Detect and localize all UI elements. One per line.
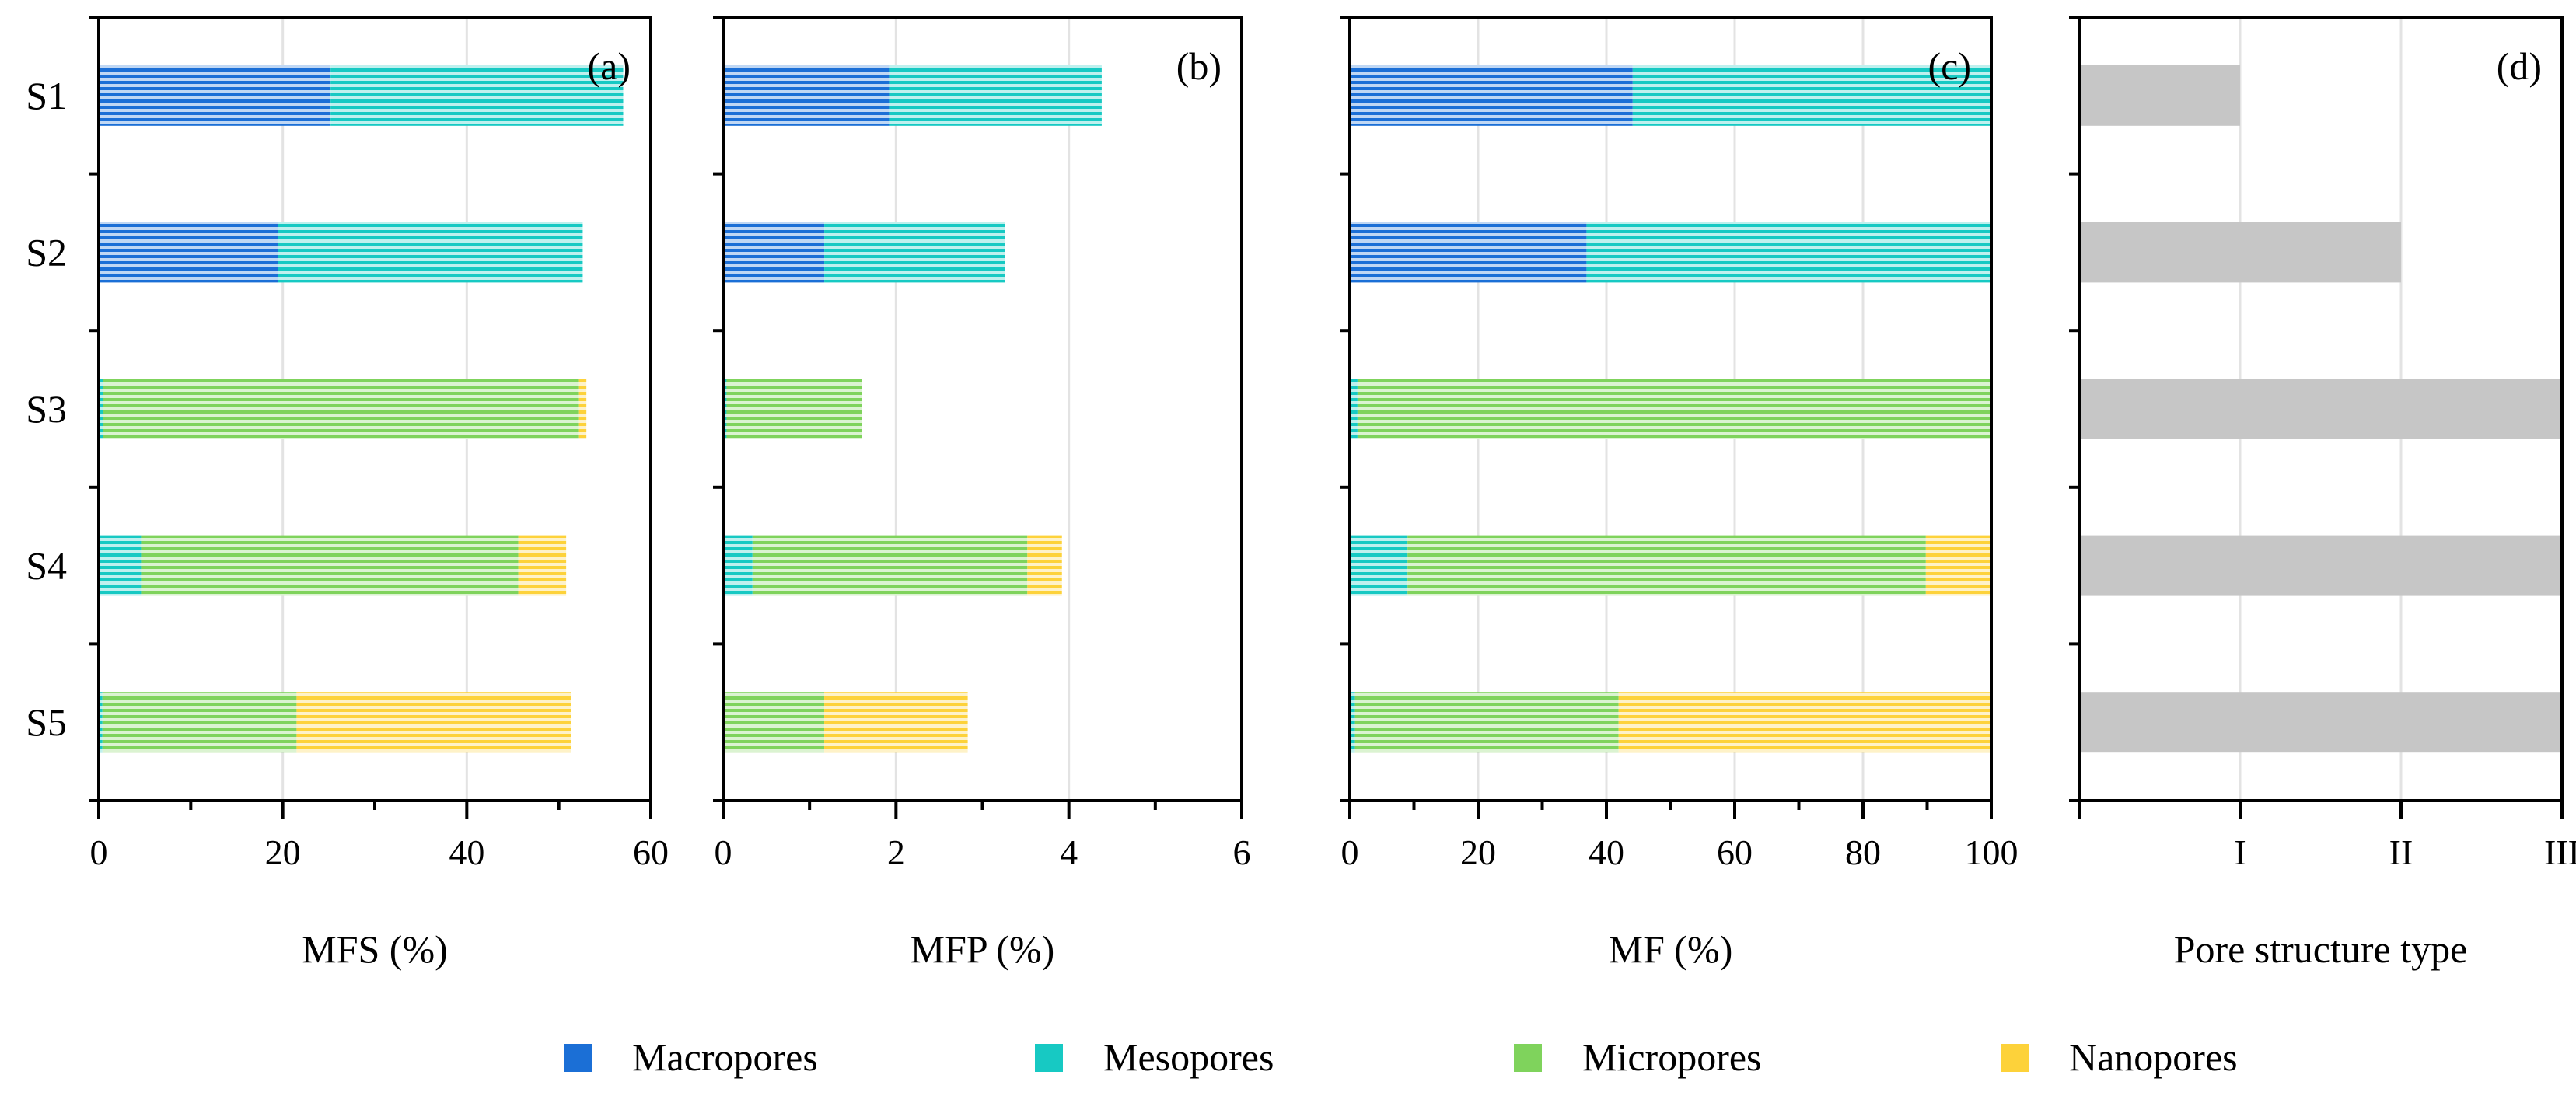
bar-s5-micropores	[102, 692, 297, 753]
bar-s1-mesopores	[889, 65, 1102, 126]
category-axis-labels: S1 S2 S3 S4 S5	[26, 74, 67, 744]
x-tick-label: 4	[1060, 832, 1078, 872]
bar-s2-pore-type	[2079, 222, 2401, 283]
chart-panel-c: 0 20 40 60 80 100 MF (%) (c)	[1340, 16, 2019, 971]
x-tick-label: 60	[1717, 832, 1753, 872]
panel-label: (a)	[588, 44, 631, 88]
panel-label: (d)	[2497, 44, 2542, 88]
bar-s4-mesopores	[1350, 535, 1408, 596]
bar-s4-micropores	[752, 535, 1028, 596]
x-axis-title: Pore structure type	[2174, 927, 2468, 971]
bar-s5-mesopores	[1350, 692, 1355, 753]
legend-swatch	[564, 1044, 592, 1072]
bar-s4-micropores	[141, 535, 519, 596]
legend-item-macropores: Macropores	[564, 1035, 818, 1079]
x-tick-label: 40	[449, 832, 484, 872]
bar-s3-micropores	[103, 379, 579, 439]
legend-swatch	[1514, 1044, 1542, 1072]
category-label-s3: S3	[26, 387, 67, 431]
bar-s5-nanopores	[296, 692, 571, 753]
x-axis-title: MFS (%)	[302, 927, 448, 971]
bar-s3-mesopores	[723, 379, 727, 439]
x-tick-label: 6	[1233, 832, 1251, 872]
bar-s4-nanopores	[1925, 535, 1991, 596]
category-label-s4: S4	[26, 544, 67, 588]
bar-s4-mesopores	[99, 535, 142, 596]
x-axis-title: MFP (%)	[911, 927, 1055, 971]
legend-item-nanopores: Nanopores	[2001, 1035, 2238, 1079]
chart-panel-a: 0 20 40 60 MFS (%) (a)	[89, 16, 669, 971]
bar-s2-macropores	[723, 222, 825, 283]
bar-s4-nanopores	[518, 535, 567, 596]
bar-s5-mesopores	[99, 692, 103, 753]
legend-label: Micropores	[1582, 1035, 1762, 1079]
bar-s4-mesopores	[723, 535, 753, 596]
bar-s2-mesopores	[824, 222, 1005, 283]
bar-s2-macropores	[99, 222, 278, 283]
bar-s3-mesopores	[1350, 379, 1358, 439]
bar-s1-macropores	[1350, 65, 1633, 126]
bar-s3-mesopores	[99, 379, 103, 439]
x-axis-title: MF (%)	[1609, 927, 1733, 971]
bar-s3-pore-type	[2079, 379, 2562, 439]
legend-label: Mesopores	[1103, 1035, 1274, 1079]
bar-s3-nanopores	[578, 379, 587, 439]
legend-label: Nanopores	[2069, 1035, 2238, 1079]
bar-s1-pore-type	[2079, 65, 2240, 126]
bar-s5-pore-type	[2079, 692, 2562, 753]
bar-s3-micropores	[1357, 379, 1991, 439]
legend-swatch	[2001, 1044, 2029, 1072]
plot-frame	[2078, 16, 2564, 802]
x-tick-label: 60	[633, 832, 669, 872]
x-tick-label: 100	[1965, 832, 2019, 872]
panel-label: (b)	[1176, 44, 1222, 88]
x-tick-label: 0	[715, 832, 732, 872]
legend-item-mesopores: Mesopores	[1035, 1035, 1274, 1079]
bar-s2-mesopores	[278, 222, 583, 283]
legend-item-micropores: Micropores	[1514, 1035, 1762, 1079]
x-tick-label: II	[2389, 832, 2413, 872]
x-tick-label: I	[2234, 832, 2246, 872]
legend-swatch	[1035, 1044, 1063, 1072]
panel-label: (c)	[1928, 44, 1972, 88]
bar-s5-micropores	[725, 692, 825, 753]
category-label-s1: S1	[26, 74, 67, 117]
bar-s2-macropores	[1350, 222, 1587, 283]
bar-s1-mesopores	[1632, 65, 1991, 126]
x-tick-label: 40	[1589, 832, 1624, 872]
bar-s1-macropores	[99, 65, 331, 126]
bar-s5-nanopores	[824, 692, 968, 753]
x-tick-label: 2	[887, 832, 905, 872]
bar-s4-nanopores	[1027, 535, 1062, 596]
x-tick-label: 0	[90, 832, 108, 872]
bar-s1-mesopores	[330, 65, 624, 126]
x-tick-label: 0	[1341, 832, 1359, 872]
bar-s5-nanopores	[1618, 692, 1991, 753]
legend-label: Macropores	[632, 1035, 818, 1079]
x-tick-label: 20	[1460, 832, 1496, 872]
x-tick-label: 80	[1845, 832, 1881, 872]
bar-s5-micropores	[1354, 692, 1619, 753]
legend: Macropores Mesopores Micropores Nanopores	[564, 1035, 2238, 1079]
bar-s2-mesopores	[1586, 222, 1991, 283]
chart-panel-b: 0 2 4 6 MFP (%) (b)	[713, 16, 1251, 971]
bar-s4-micropores	[1407, 535, 1926, 596]
x-tick-label: III	[2544, 832, 2576, 872]
category-label-s2: S2	[26, 230, 67, 274]
bar-s3-micropores	[726, 379, 862, 439]
x-tick-label: 20	[265, 832, 301, 872]
bar-s1-macropores	[723, 65, 890, 126]
bar-s4-pore-type	[2079, 535, 2562, 596]
category-label-s5: S5	[26, 700, 67, 744]
